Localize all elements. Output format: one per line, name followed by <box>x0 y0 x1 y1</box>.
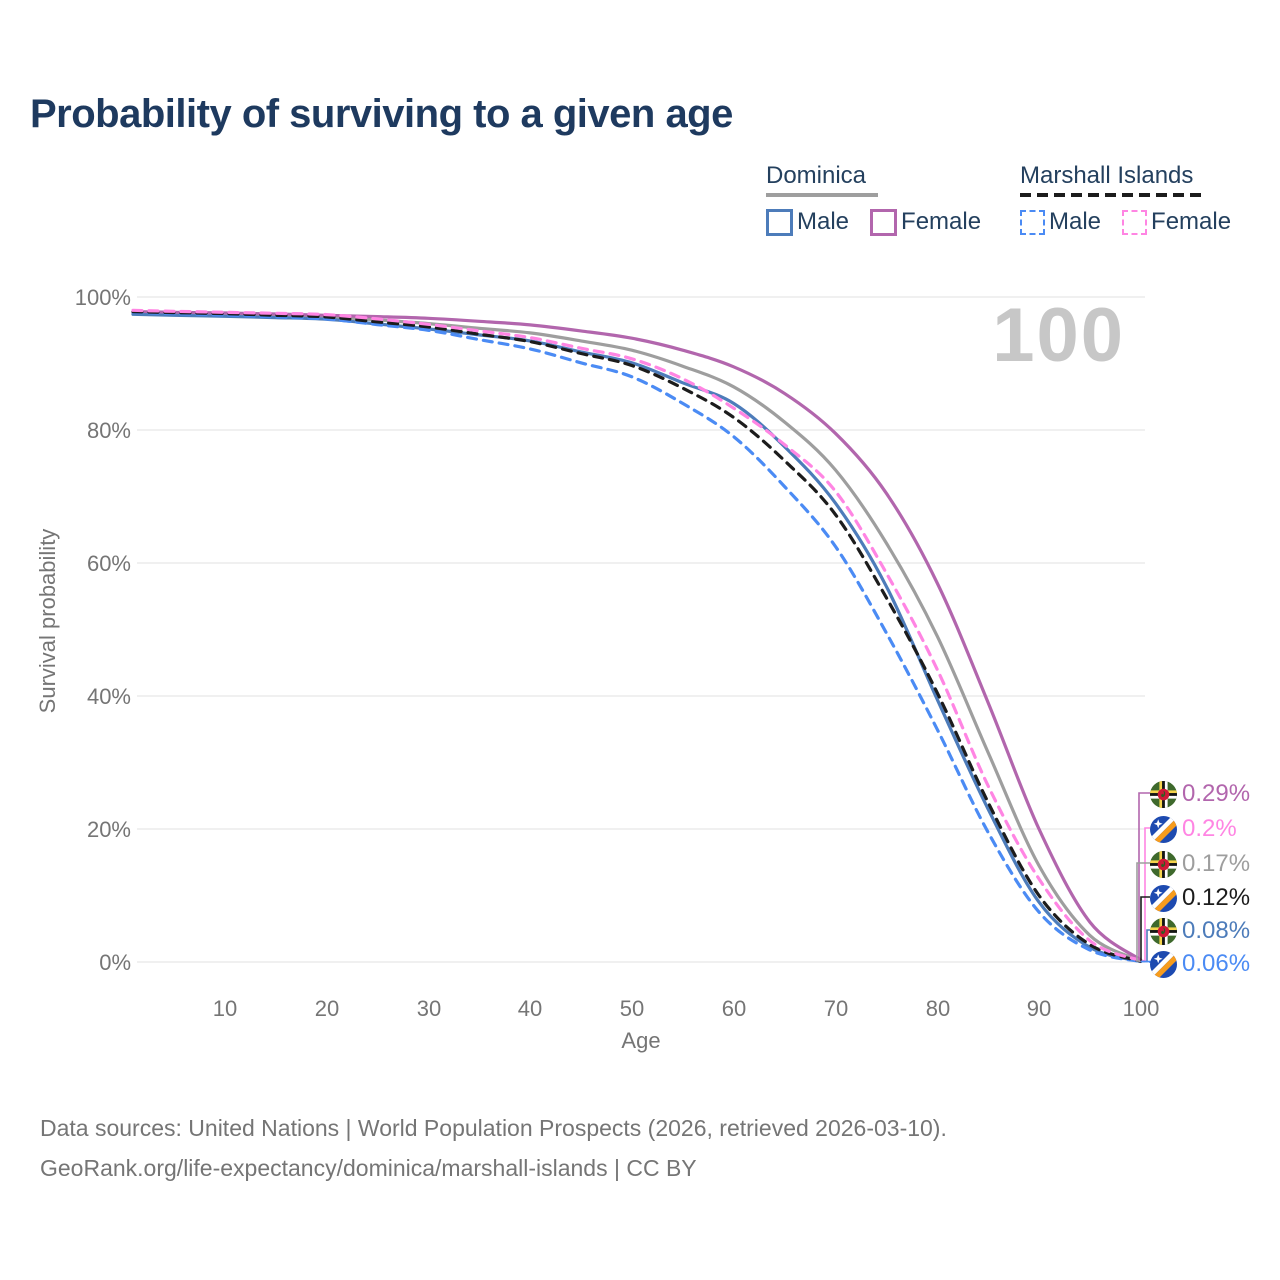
x-tick-10: 10 <box>212 996 238 1021</box>
legend-item-label: Male <box>797 208 850 235</box>
marshall-dashed-line-sample <box>1020 193 1207 197</box>
leader-line-dominica_female <box>1138 792 1150 961</box>
y-tick-20: 20% <box>86 817 131 842</box>
y-tick-80: 80% <box>86 418 131 443</box>
leader-line-marshall_female <box>1140 827 1150 962</box>
data-sources-line: Data sources: United Nations | World Pop… <box>40 1115 947 1141</box>
y-tick-40: 40% <box>86 684 131 709</box>
dominica-solid-line-sample <box>766 193 878 197</box>
y-tick-100: 100% <box>74 285 131 310</box>
end-value: 0.06% <box>1182 950 1251 977</box>
marshall-islands-flag-icon <box>1150 884 1177 912</box>
x-tick-20: 20 <box>314 996 340 1021</box>
y-axis-title: Survival probability <box>35 528 60 714</box>
legend-group-dominica-label[interactable]: Dominica <box>766 162 867 189</box>
curve-marshall_female[interactable] <box>131 308 1143 963</box>
y-tick-60: 60% <box>86 551 131 576</box>
x-tick-30: 30 <box>416 996 442 1021</box>
curve-dominica_female[interactable] <box>131 310 1143 962</box>
legend-item-label: Male <box>1049 208 1102 235</box>
marshall-female-swatch-icon <box>1122 209 1148 235</box>
legend-item-marshall-male[interactable]: Male <box>1020 208 1101 236</box>
legend-group-dominica: Dominica Male Female <box>766 162 996 236</box>
page-title: Probability of surviving to a given age <box>30 92 733 136</box>
x-tick-60: 60 <box>721 996 747 1021</box>
x-tick-90: 90 <box>1026 996 1052 1021</box>
x-tick-80: 80 <box>925 996 951 1021</box>
legend-group-marshall-label[interactable]: Marshall Islands <box>1020 162 1194 189</box>
end-label-marshall-female: 0.2% <box>1150 814 1237 844</box>
x-tick-70: 70 <box>823 996 849 1021</box>
end-value: 0.17% <box>1182 850 1251 877</box>
dominica-female-swatch-icon <box>870 208 898 236</box>
legend-item-label: Female <box>1151 208 1232 235</box>
leader-line-marshall_male <box>1140 960 1151 963</box>
end-value: 0.08% <box>1182 917 1251 944</box>
end-label-dominica-female: 0.29% <box>1150 779 1250 809</box>
dominica-flag-icon <box>1150 780 1177 808</box>
x-tick-40: 40 <box>517 996 543 1021</box>
marshall-islands-flag-icon <box>1150 950 1177 978</box>
curve-dominica_male[interactable] <box>131 312 1143 964</box>
marshall-islands-flag-icon <box>1150 815 1177 843</box>
end-label-marshall-total: 0.12% <box>1150 883 1250 913</box>
end-value: 0.29% <box>1182 780 1251 807</box>
dominica-flag-icon <box>1150 850 1177 878</box>
leader-line-dominica_total <box>1136 862 1150 962</box>
end-value: 0.12% <box>1182 884 1251 911</box>
y-tick-0: 0% <box>99 950 131 975</box>
end-label-marshall-male: 0.06% <box>1150 949 1250 979</box>
dominica-flag-icon <box>1150 917 1177 945</box>
age-watermark: 100 <box>992 293 1125 378</box>
legend-item-marshall-female[interactable]: Female <box>1122 208 1231 236</box>
end-label-dominica-male: 0.08% <box>1150 916 1250 946</box>
x-tick-50: 50 <box>619 996 645 1021</box>
x-tick-100: 100 <box>1122 996 1160 1021</box>
legend-group-marshall-islands: Marshall Islands Male Female <box>1020 162 1250 236</box>
legend-item-dominica-female[interactable]: Female <box>870 208 981 236</box>
legend-item-dominica-male[interactable]: Male <box>766 208 849 236</box>
curve-dominica_total[interactable] <box>131 311 1143 963</box>
attribution-line[interactable]: GeoRank.org/life-expectancy/dominica/mar… <box>40 1155 697 1181</box>
curve-marshall_total[interactable] <box>131 310 1143 963</box>
legend-item-label: Female <box>901 208 982 235</box>
curve-marshall_male[interactable] <box>131 310 1143 964</box>
end-label-dominica-total: 0.17% <box>1150 849 1250 879</box>
footer: Data sources: United Nations | World Pop… <box>40 1108 947 1188</box>
marshall-male-swatch-icon <box>1020 209 1045 235</box>
dominica-male-swatch-icon <box>766 208 793 236</box>
x-axis-title: Age <box>621 1028 661 1053</box>
end-value: 0.2% <box>1182 815 1237 842</box>
